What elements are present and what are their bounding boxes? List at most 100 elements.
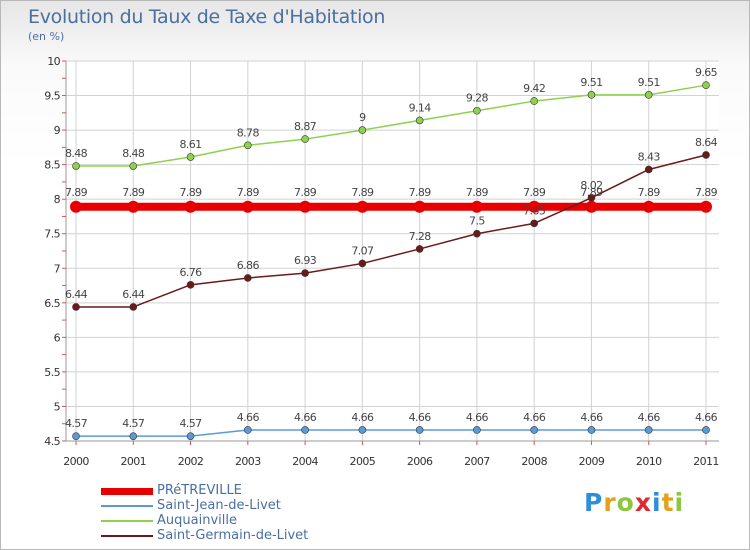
data-point-saint-jean-de-livet xyxy=(473,426,481,434)
x-tick-label: 2006 xyxy=(407,455,433,468)
data-point-saint-germain-de-livet xyxy=(530,219,538,228)
data-label-auquainville: 9.14 xyxy=(409,101,432,114)
logo-letter: x xyxy=(634,488,652,517)
data-label-pretreville: 7.89 xyxy=(695,186,718,199)
data-label-auquainville: 8.48 xyxy=(65,147,88,160)
data-point-saint-germain-de-livet xyxy=(587,194,596,202)
x-tick-label: 2003 xyxy=(235,455,261,468)
y-tick-label: 9 xyxy=(54,124,61,137)
y-tick-label: 10 xyxy=(47,55,60,68)
data-point-auquainville xyxy=(72,162,80,170)
data-point-saint-germain-de-livet xyxy=(301,269,309,277)
data-point-saint-germain-de-livet xyxy=(415,245,424,253)
data-label-pretreville: 7.89 xyxy=(294,186,317,199)
data-point-pretreville xyxy=(241,200,254,213)
data-label-pretreville: 7.89 xyxy=(351,186,374,199)
x-tick-label: 2010 xyxy=(636,455,662,468)
data-label-saint-jean-de-livet: 4.66 xyxy=(466,411,489,424)
data-point-auquainville xyxy=(186,153,195,161)
data-point-auquainville xyxy=(530,97,538,105)
data-label-pretreville: 7.89 xyxy=(122,186,145,199)
plot-area xyxy=(66,61,719,441)
data-label-saint-germain-de-livet: 7.65 xyxy=(523,204,546,217)
data-point-saint-germain-de-livet xyxy=(72,303,80,311)
data-label-saint-germain-de-livet: 6.93 xyxy=(294,254,317,267)
y-tick-label: 6 xyxy=(54,331,61,344)
data-label-saint-germain-de-livet: 6.44 xyxy=(65,288,88,301)
data-point-pretreville xyxy=(356,200,369,213)
logo-letter: r xyxy=(603,488,617,517)
logo-letter: i xyxy=(652,488,662,517)
data-label-pretreville: 7.89 xyxy=(65,186,88,199)
legend-label-saint-jean-de-livet: Saint-Jean-de-Livet xyxy=(157,498,281,513)
legend-swatch-saint-jean-de-livet xyxy=(101,505,153,507)
data-label-saint-jean-de-livet: 4.57 xyxy=(122,417,145,430)
x-tick-label: 2002 xyxy=(178,455,204,468)
y-tick-label: 9.5 xyxy=(44,90,60,103)
data-point-auquainville xyxy=(644,91,653,99)
y-tick-label: 4.5 xyxy=(44,435,60,448)
data-point-pretreville xyxy=(413,200,426,213)
data-label-pretreville: 7.89 xyxy=(638,186,661,199)
data-label-auquainville: 9.51 xyxy=(580,76,602,89)
data-point-saint-jean-de-livet xyxy=(530,426,538,434)
data-point-auquainville xyxy=(415,116,424,125)
data-point-saint-germain-de-livet xyxy=(358,259,367,268)
data-label-auquainville: 8.48 xyxy=(122,147,145,160)
data-label-saint-germain-de-livet: 6.44 xyxy=(122,288,145,301)
data-point-auquainville xyxy=(473,106,481,115)
data-point-auquainville xyxy=(301,135,309,143)
data-label-saint-germain-de-livet: 6.86 xyxy=(237,259,260,272)
data-point-saint-jean-de-livet xyxy=(301,426,309,434)
data-label-saint-jean-de-livet: 4.66 xyxy=(523,411,546,424)
data-point-saint-germain-de-livet xyxy=(244,274,252,282)
data-label-saint-germain-de-livet: 7.07 xyxy=(351,244,374,257)
data-label-saint-jean-de-livet: 4.66 xyxy=(409,411,432,424)
data-point-pretreville xyxy=(127,200,140,213)
data-label-saint-germain-de-livet: 7.28 xyxy=(409,230,432,243)
data-point-saint-jean-de-livet xyxy=(644,426,653,434)
y-tick-label: 7 xyxy=(54,262,61,275)
data-label-auquainville: 8.61 xyxy=(179,138,201,151)
legend-label-auquainville: Auquainville xyxy=(157,513,237,528)
data-label-saint-jean-de-livet: 4.66 xyxy=(294,411,317,424)
data-point-pretreville xyxy=(184,200,197,213)
logo-letter: i xyxy=(674,488,685,517)
data-point-saint-jean-de-livet xyxy=(129,432,138,440)
data-point-auquainville xyxy=(129,162,138,170)
series-line-saint-germain-de-livet xyxy=(76,154,707,308)
proxiti-logo: Proxiti xyxy=(584,488,684,517)
data-label-auquainville: 9.42 xyxy=(523,82,545,95)
series-line-auquainville xyxy=(76,84,707,167)
data-label-pretreville: 7.89 xyxy=(409,186,432,199)
y-tick-label: 8.5 xyxy=(44,159,60,172)
legend-label-saint-germain-de-livet: Saint-Germain-de-Livet xyxy=(157,528,309,543)
x-tick-label: 2001 xyxy=(120,455,146,468)
chart-title: Evolution du Taux de Taxe d'Habitation xyxy=(28,6,386,28)
chart-subtitle: (en %) xyxy=(28,30,65,43)
data-point-pretreville xyxy=(299,200,312,213)
legend-label-pretreville: PRéTREVILLE xyxy=(157,483,242,498)
data-point-saint-jean-de-livet xyxy=(72,432,80,440)
data-label-auquainville: 9.51 xyxy=(638,76,660,89)
data-point-saint-germain-de-livet xyxy=(702,151,710,159)
data-label-saint-germain-de-livet: 8.43 xyxy=(638,150,661,163)
x-tick-label: 2000 xyxy=(63,455,89,468)
data-point-pretreville xyxy=(70,200,82,213)
data-label-pretreville: 7.89 xyxy=(237,186,260,199)
x-tick-label: 2007 xyxy=(464,455,490,468)
data-point-saint-jean-de-livet xyxy=(358,426,367,434)
data-point-auquainville xyxy=(702,81,710,89)
data-label-saint-jean-de-livet: 4.66 xyxy=(351,411,374,424)
y-tick-label: 6.5 xyxy=(44,297,60,310)
x-tick-label: 2011 xyxy=(693,455,719,468)
data-label-saint-germain-de-livet: 6.76 xyxy=(179,266,202,279)
series-line-saint-jean-de-livet xyxy=(76,429,706,437)
data-point-saint-germain-de-livet xyxy=(186,281,195,289)
y-tick-label: 7.5 xyxy=(44,228,60,241)
data-label-saint-jean-de-livet: 4.57 xyxy=(179,417,202,430)
data-point-saint-jean-de-livet xyxy=(587,426,596,434)
data-label-auquainville: 8.78 xyxy=(237,126,260,139)
data-point-pretreville xyxy=(470,200,483,213)
